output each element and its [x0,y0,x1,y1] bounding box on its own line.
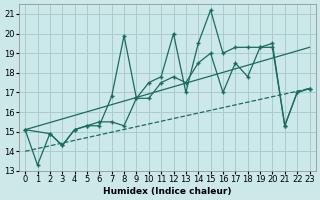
X-axis label: Humidex (Indice chaleur): Humidex (Indice chaleur) [103,187,232,196]
